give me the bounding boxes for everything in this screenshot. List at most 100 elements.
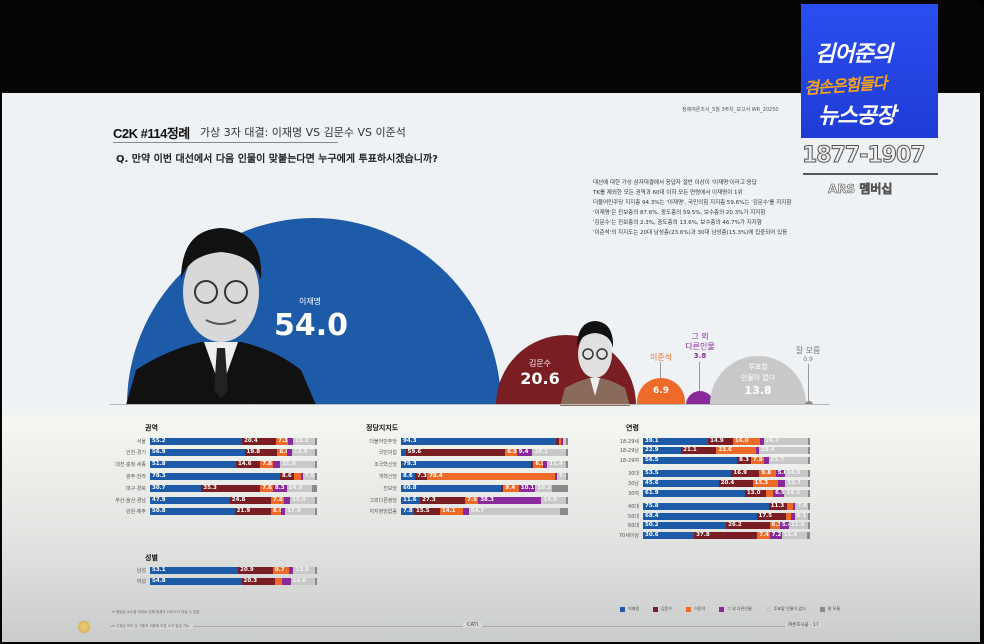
bar-segment: 8.3	[272, 484, 287, 492]
bar-segment	[281, 508, 286, 516]
bar-segment	[288, 566, 294, 574]
bar-segment: 59.6	[405, 449, 506, 457]
ars-membership: ARS 멤버십	[828, 182, 893, 197]
bar-segment	[562, 437, 567, 445]
stacked-bar: 61.9 13.0 6.9 14.3	[643, 489, 810, 497]
bar-row-label: 30대	[628, 471, 639, 478]
bar-segment: 5.6	[775, 470, 785, 478]
bar-row-label: 여성	[136, 579, 146, 586]
bar-segment	[560, 508, 568, 516]
report-meta: 정례여론조사_5월 3주차_보고서 WR_20250	[682, 107, 779, 113]
stacked-bar: 60.8 9.4 10.1 10.1	[401, 484, 568, 492]
bar-segment: 27.3	[420, 496, 466, 504]
bar-row: 그외다른정당 11.6 27.3 7.9 38.3 14.9	[369, 496, 568, 504]
bar-segment: 56.9	[150, 449, 245, 457]
bar-segment: 94.3	[401, 437, 557, 445]
bar-segment	[501, 484, 504, 492]
bar-row-label: 18-29여	[619, 457, 639, 464]
bar-segment	[766, 489, 774, 497]
bar-segment: 7.8	[401, 508, 415, 516]
stacked-bar: 68.4 17.5 8.1	[643, 512, 810, 520]
bar-segment: 7.6	[260, 484, 273, 492]
bar-segment: 8.6	[401, 472, 416, 480]
phone-number: 1877-1907	[802, 143, 927, 169]
bar-segment: 30.6	[643, 531, 695, 539]
bar-segment	[531, 461, 534, 469]
leader-line	[808, 364, 809, 401]
bar-segment: 47.9	[150, 496, 230, 504]
bar-segment: 14.9	[286, 484, 312, 492]
leader-line	[699, 362, 700, 391]
semi-dunno	[805, 401, 813, 405]
stacked-bar: 55.2 20.4 7.3 13.2	[150, 437, 317, 445]
bar-segment: 21.1	[681, 447, 717, 455]
bar-row-label: 진보당	[383, 485, 397, 492]
bar-segment: 53.5	[643, 470, 732, 478]
bar-segment: 7.4	[757, 531, 770, 539]
stacked-bar: 53.516.99.85.614.0	[643, 470, 810, 478]
bar-segment: 15.0	[290, 496, 315, 504]
bar-segment: 16.0	[733, 437, 760, 445]
bar-row: 서울 55.2 20.4 7.3 13.2	[137, 437, 317, 445]
stacked-bar: 94.3	[401, 437, 569, 445]
bar-segment: 13.7	[785, 479, 809, 487]
stacked-bar: 79.36.011.4	[401, 461, 568, 469]
bar-segment: 14.6	[235, 461, 261, 469]
bar-row: 조국혁신당 79.36.011.4	[374, 461, 568, 469]
bar-segment: 21.0	[280, 461, 315, 469]
bar-row: 대구·경북 30.7 35.3 7.6 8.3 14.9	[126, 484, 317, 492]
bar-segment: 11.6	[401, 496, 421, 504]
bar-segment: 24.8	[229, 496, 272, 504]
bar-row-label: 70세이상	[618, 532, 639, 539]
bar-segment	[566, 496, 568, 504]
badge-line3: 뉴스공장	[818, 104, 896, 129]
stacked-bar: 11.6 27.3 7.9 38.3 14.9	[401, 496, 568, 504]
stacked-bar: 39.1 14.9 16.0 26.7	[643, 437, 810, 445]
bar-segment	[556, 437, 559, 445]
leader-line	[660, 362, 661, 378]
bar-row: 부산·울산·경남 47.9 24.8 7.8 15.0	[115, 496, 317, 504]
bar-segment: 5.4	[779, 522, 789, 530]
bar-segment: 61.9	[643, 489, 745, 497]
bar-segment: 23.7	[768, 456, 809, 464]
stacked-bar: 54.8 20.3 14.6	[150, 578, 317, 586]
stacked-bar: 56.9 19.8 6.0 13.9	[150, 449, 317, 457]
value-other: 3.8	[693, 352, 707, 360]
bar-row-label: 광주·전라	[126, 473, 146, 480]
bar-segment: 7.8	[271, 496, 285, 504]
bar-segment	[764, 456, 769, 464]
value-lee-jm: 54.0	[273, 308, 349, 343]
footer-note-1: ※ 응답값 소수점 처리로 인해 합계가 100%가 아닐 수 있음	[112, 610, 200, 614]
bar-segment	[808, 437, 810, 445]
bar-row: 60대 50.226.26.35.411.5	[628, 522, 810, 530]
bar-segment: 6.0	[277, 449, 288, 457]
bar-segment	[401, 449, 406, 457]
bar-segment	[315, 508, 317, 516]
stacked-bar: 47.9 24.8 7.8 15.0	[150, 496, 317, 504]
bar-segment: 13.0	[744, 489, 767, 497]
bar-segment: 29.4	[759, 447, 808, 455]
bar-row-label: 대구·경북	[126, 485, 146, 492]
bar-segment	[558, 437, 561, 445]
bar-row-label: 더불어민주당	[369, 438, 397, 445]
summary-text: 대선에 대한 가상 삼자대결에서 응답자 절반 이상이 '이재명'이라고 응답 …	[593, 180, 792, 236]
bar-segment: 75.8	[643, 503, 769, 511]
bar-segment	[807, 470, 810, 478]
bar-segment: 6.0	[271, 508, 282, 516]
label-other-2: 다른인물	[685, 342, 715, 351]
stacked-bar: 22.9 21.1 23.6 29.4	[643, 447, 810, 455]
bar-row: 30남 45.6 20.4 15.3 13.7	[628, 479, 811, 487]
bar-segment: 11.3	[768, 503, 788, 511]
bar-segment: 6.9	[505, 449, 517, 457]
bar-segment: 51.8	[150, 461, 236, 469]
value-kim: 20.6	[520, 369, 560, 388]
bar-segment: 26.7	[763, 437, 808, 445]
bar-segment	[300, 472, 303, 480]
stacked-bar: 30.7 35.3 7.6 8.3 14.9	[150, 484, 317, 492]
bar-segment: 38.3	[478, 496, 542, 504]
report-title: C2K #114정례	[113, 126, 190, 141]
bar-segment: 23.6	[716, 447, 756, 455]
bar-segment: 54.8	[150, 578, 242, 586]
label-other-1: 그 외	[691, 332, 709, 341]
stacked-bar: 8.67.378.45.4	[401, 472, 569, 480]
